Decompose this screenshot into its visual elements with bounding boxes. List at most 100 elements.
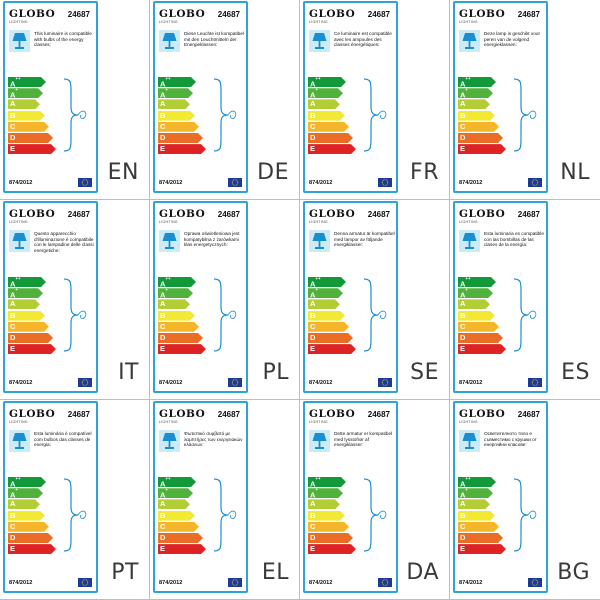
label-cell-bg: GLOBO LIGHTING 24687 Осветителното тяло е с… (450, 400, 600, 600)
energy-class-letter: C (310, 521, 316, 531)
energy-class-arrow: E (8, 544, 56, 554)
energy-class-arrow: A++ (308, 477, 346, 487)
regulation-number: 874/2012 (309, 580, 333, 586)
energy-class-arrow: A+ (308, 88, 343, 98)
model-number: 24687 (517, 210, 540, 219)
energy-class-letter: D (10, 132, 16, 142)
energy-class-letter: A (10, 99, 16, 109)
lamp-icon (459, 230, 480, 252)
language-code: DE (257, 160, 289, 185)
energy-class-arrow: A++ (158, 277, 196, 287)
model-number: 24687 (367, 10, 390, 19)
brand-name: GLOBO (159, 8, 206, 20)
model-number: 24687 (217, 10, 240, 19)
model-number: 24687 (217, 210, 240, 219)
energy-class-arrow: A+ (458, 288, 493, 298)
energy-class-letter: D (10, 332, 16, 342)
curly-brace-icon (211, 277, 241, 358)
label-cell-da: GLOBO LIGHTING 24687 Dette armatur er kompa… (300, 400, 450, 600)
brand-subtitle: LIGHTING (309, 419, 328, 424)
model-number: 24687 (367, 410, 390, 419)
brand-subtitle: LIGHTING (9, 219, 28, 224)
language-code: PL (262, 360, 289, 385)
energy-class-arrow: A (8, 99, 40, 109)
energy-class-letter: E (160, 144, 166, 154)
energy-class-arrow: C (8, 322, 49, 332)
brand-subtitle: LIGHTING (9, 419, 28, 424)
energy-class-letter: B (10, 510, 16, 520)
energy-class-arrow: B (458, 111, 495, 121)
eu-flag-icon (78, 178, 92, 187)
regulation-number: 874/2012 (9, 580, 33, 586)
lamp-icon (9, 430, 30, 452)
energy-class-arrow: C (308, 122, 349, 132)
lamp-icon (309, 230, 330, 252)
energy-class-letter: C (160, 121, 166, 131)
energy-class-arrow: C (458, 522, 499, 532)
language-code: SE (410, 360, 439, 385)
energy-class-arrow: E (8, 144, 56, 154)
energy-class-arrow: B (8, 111, 45, 121)
energy-class-arrow: A (308, 499, 340, 509)
curly-brace-icon (361, 277, 391, 358)
curly-brace-icon (211, 477, 241, 558)
energy-class-letter: A++ (310, 476, 321, 489)
energy-class-letter: A (160, 499, 166, 509)
model-number: 24687 (67, 210, 90, 219)
energy-class-letter: A++ (10, 76, 21, 89)
energy-class-letter: D (160, 332, 166, 342)
language-code: BG (557, 560, 590, 585)
energy-class-letter: D (460, 332, 466, 342)
energy-class-letter: E (160, 344, 166, 354)
energy-label: GLOBO LIGHTING 24687 Deze lamp is geschikt … (453, 1, 548, 193)
curly-brace-icon (61, 477, 91, 558)
label-cell-pl: GLOBO LIGHTING 24687 Oprawa oświetleniowa j… (150, 200, 300, 400)
brand-subtitle: LIGHTING (459, 19, 478, 24)
brand-subtitle: LIGHTING (459, 219, 478, 224)
energy-class-letter: A+ (160, 487, 169, 500)
energy-class-letter: B (460, 510, 466, 520)
brand-name: GLOBO (9, 208, 56, 220)
energy-label: GLOBO LIGHTING 24687 Esta luminária é compa… (3, 401, 98, 593)
brand-name: GLOBO (459, 208, 506, 220)
lamp-icon (159, 230, 180, 252)
energy-class-letter: B (460, 110, 466, 120)
energy-class-letter: E (460, 144, 466, 154)
energy-class-letter: A+ (310, 487, 319, 500)
brand-subtitle: LIGHTING (309, 219, 328, 224)
energy-class-letter: A++ (310, 276, 321, 289)
energy-class-arrow: A+ (458, 88, 493, 98)
energy-class-arrow: B (8, 311, 45, 321)
energy-class-arrow: A+ (158, 288, 193, 298)
energy-label: GLOBO LIGHTING 24687 Denna armatur är kompa… (303, 201, 398, 393)
energy-class-arrow: A (158, 99, 190, 109)
energy-class-letter: A (310, 299, 316, 309)
energy-class-letter: B (460, 310, 466, 320)
compatibility-text: Deze lamp is geschikt voor peren van de … (484, 31, 541, 48)
regulation-number: 874/2012 (459, 580, 483, 586)
brand-subtitle: LIGHTING (309, 19, 328, 24)
energy-class-arrow: D (158, 533, 203, 543)
energy-class-arrow: C (308, 522, 349, 532)
energy-class-arrow: C (8, 522, 49, 532)
brand-name: GLOBO (309, 8, 356, 20)
lamp-icon (159, 30, 180, 52)
energy-class-arrow: E (458, 544, 506, 554)
energy-class-arrow: B (458, 511, 495, 521)
energy-class-arrow: D (308, 133, 353, 143)
energy-class-arrow: A (458, 299, 490, 309)
curly-brace-icon (511, 277, 541, 358)
energy-class-arrow: A+ (8, 488, 43, 498)
curly-brace-icon (361, 77, 391, 158)
energy-class-letter: B (160, 510, 166, 520)
lamp-icon (9, 30, 30, 52)
brand-logo: GLOBO LIGHTING (309, 209, 355, 224)
energy-class-letter: A+ (460, 87, 469, 100)
energy-class-arrow: A (158, 499, 190, 509)
energy-class-arrow: D (158, 133, 203, 143)
energy-class-arrow: A++ (158, 77, 196, 87)
energy-class-arrow: B (8, 511, 45, 521)
energy-class-arrow: A++ (308, 277, 346, 287)
energy-class-arrow: A++ (8, 477, 46, 487)
